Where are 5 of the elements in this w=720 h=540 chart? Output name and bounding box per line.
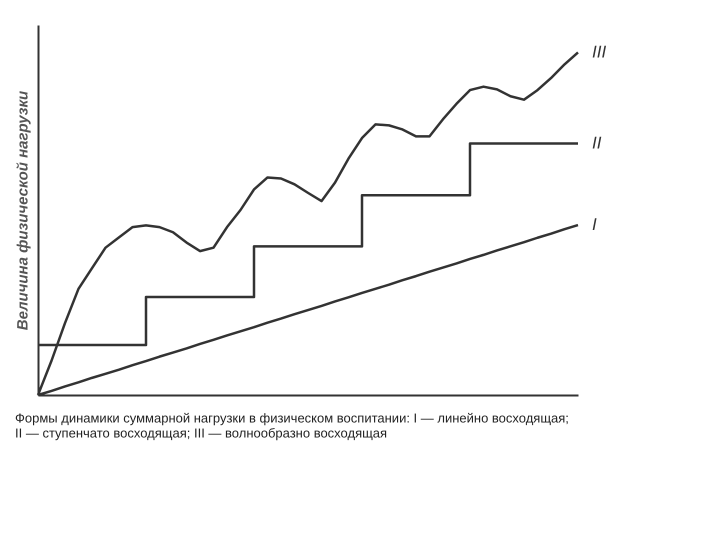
series-label: II xyxy=(592,134,602,153)
y-axis-title: Величина физической нагрузки xyxy=(14,90,32,330)
series-label: III xyxy=(592,42,606,62)
series-label: I xyxy=(592,215,597,234)
text: Формы динамики суммарной нагрузки в физическом воспитании: I — линейно восходящая; II — ступенчато восходящая; III — волнообразно восходящая xyxy=(15,410,569,440)
